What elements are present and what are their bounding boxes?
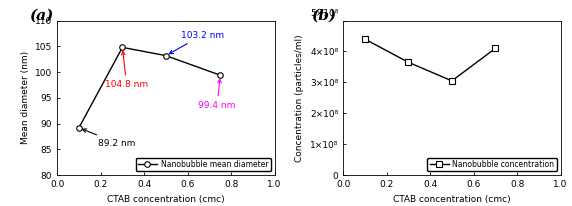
Line: Nanobubble mean diameter: Nanobubble mean diameter	[76, 45, 223, 130]
Y-axis label: Concentration (particles/ml): Concentration (particles/ml)	[295, 34, 304, 162]
Legend: Nanobubble mean diameter: Nanobubble mean diameter	[136, 158, 271, 171]
Nanobubble mean diameter	[162, 54, 169, 57]
Nanobubble concentration	[448, 80, 455, 82]
Text: 103.2 nm: 103.2 nm	[169, 30, 224, 54]
Nanobubble concentration	[492, 47, 499, 50]
Line: Nanobubble concentration: Nanobubble concentration	[362, 36, 498, 84]
Nanobubble mean diameter	[119, 46, 126, 49]
Text: (a): (a)	[29, 8, 53, 22]
Legend: Nanobubble concentration: Nanobubble concentration	[427, 158, 557, 171]
Nanobubble mean diameter	[217, 74, 224, 76]
Text: 89.2 nm: 89.2 nm	[83, 129, 136, 148]
Y-axis label: Mean diameter (nm): Mean diameter (nm)	[21, 51, 30, 144]
Nanobubble concentration	[405, 61, 412, 64]
Nanobubble mean diameter	[76, 126, 82, 129]
Nanobubble concentration	[362, 38, 368, 40]
Text: 5×10⁸: 5×10⁸	[311, 8, 339, 18]
Text: 104.8 nm: 104.8 nm	[105, 51, 148, 89]
X-axis label: CTAB concentration (cmc): CTAB concentration (cmc)	[107, 194, 225, 204]
X-axis label: CTAB concentration (cmc): CTAB concentration (cmc)	[393, 194, 511, 204]
Text: 99.4 nm: 99.4 nm	[198, 79, 236, 110]
Text: (b): (b)	[311, 8, 336, 22]
